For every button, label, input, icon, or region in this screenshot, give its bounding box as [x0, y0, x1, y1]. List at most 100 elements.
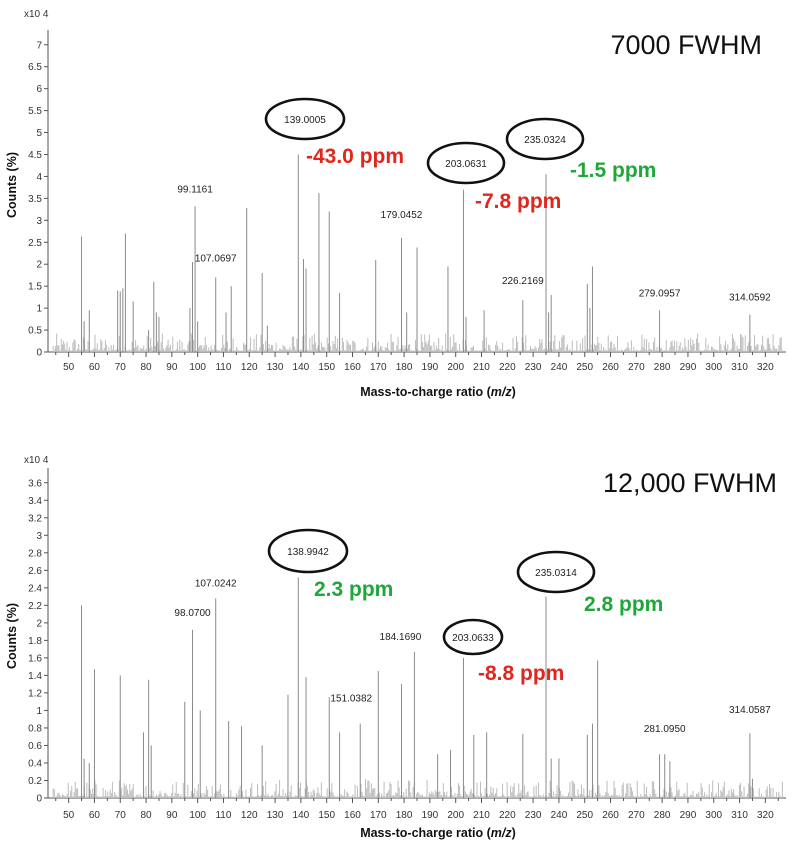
circled-peak-label: 203.0633	[452, 633, 494, 644]
y-tick-label: 1	[36, 304, 42, 315]
y-tick-label: 3.5	[28, 194, 42, 205]
ppm-error-label: -1.5 ppm	[570, 159, 656, 182]
y-tick-label: 1.4	[28, 671, 42, 682]
y-tick-label: 3	[36, 531, 42, 542]
x-tick-label: 270	[628, 810, 645, 821]
x-tick-label: 140	[293, 362, 310, 373]
circled-peak-label: 138.9942	[287, 547, 329, 558]
y-tick-label: 2.6	[28, 566, 42, 577]
y-tick-label: 0	[36, 348, 42, 359]
x-tick-label: 190	[422, 362, 439, 373]
y-tick-label: 3	[36, 216, 42, 227]
y-tick-label: 7	[36, 40, 42, 51]
x-tick-label: 70	[115, 362, 127, 373]
peak-label: 314.0592	[729, 293, 771, 304]
x-tick-label: 170	[370, 810, 387, 821]
y-tick-label: 0.4	[28, 758, 42, 769]
y-tick-label: 0.6	[28, 741, 42, 752]
y-tick-label: 0.2	[28, 776, 42, 787]
x-tick-label: 220	[499, 810, 516, 821]
peak-label: 281.0950	[644, 724, 686, 735]
y-tick-label: 2.2	[28, 601, 42, 612]
y-tick-label: 3.4	[28, 496, 42, 507]
y-tick-label: 6.5	[28, 62, 42, 73]
x-tick-label: 150	[318, 810, 335, 821]
y-tick-label: 1.6	[28, 653, 42, 664]
ppm-error-label: -7.8 ppm	[475, 190, 561, 213]
x-tick-label: 280	[654, 810, 671, 821]
x-tick-label: 280	[654, 362, 671, 373]
x-tick-label: 200	[447, 362, 464, 373]
x-tick-label: 120	[241, 362, 258, 373]
y-tick-label: 0.8	[28, 723, 42, 734]
x-tick-label: 180	[396, 362, 413, 373]
y-tick-label: 3.6	[28, 478, 42, 489]
x-tick-label: 320	[757, 362, 774, 373]
y-tick-label: 5.5	[28, 106, 42, 117]
x-tick-label: 110	[215, 810, 231, 821]
x-tick-label: 300	[705, 362, 722, 373]
x-tick-label: 210	[473, 810, 490, 821]
x-tick-label: 60	[89, 362, 101, 373]
ppm-error-label: -43.0 ppm	[306, 145, 404, 168]
y-tick-label: 2.4	[28, 583, 42, 594]
chart-title: 7000 FWHM	[610, 30, 762, 60]
x-tick-label: 60	[89, 810, 101, 821]
x-axis-title: Mass-to-charge ratio (m/z)	[360, 826, 516, 840]
peak-label: 184.1690	[380, 632, 422, 643]
peak-label: 99.1161	[177, 184, 213, 195]
peak-label: 179.0452	[381, 210, 423, 221]
circled-peak-label: 203.0631	[445, 159, 487, 170]
peak-label: 107.0242	[195, 578, 237, 589]
x-tick-label: 250	[576, 810, 593, 821]
x-tick-label: 120	[241, 810, 258, 821]
circled-peak-label: 139.0005	[284, 115, 326, 126]
x-tick-label: 70	[115, 810, 127, 821]
x-tick-label: 260	[602, 810, 619, 821]
x-tick-label: 130	[267, 362, 284, 373]
y-axis-title: Counts (%)	[5, 603, 19, 669]
x-tick-label: 100	[189, 810, 206, 821]
x-tick-label: 220	[499, 362, 516, 373]
y-tick-label: 4	[36, 172, 42, 183]
y-tick-label: 6	[36, 84, 42, 95]
ppm-error-label: 2.8 ppm	[584, 593, 663, 616]
x-tick-label: 210	[473, 362, 490, 373]
circled-peak-label: 235.0324	[524, 135, 566, 146]
x-tick-label: 90	[166, 362, 178, 373]
y-tick-label: 0	[36, 794, 42, 805]
x-tick-label: 50	[63, 362, 75, 373]
baseline-noise	[52, 779, 783, 798]
x-tick-label: 230	[525, 362, 542, 373]
y-scale-label: x10 4	[24, 9, 49, 20]
y-tick-label: 1	[36, 706, 42, 717]
highlight-circle	[505, 117, 585, 161]
peak-label: 314.0587	[729, 705, 771, 716]
peak-label: 279.0957	[639, 288, 681, 299]
highlight-circle	[267, 528, 349, 574]
x-tick-label: 240	[551, 362, 568, 373]
y-tick-label: 3.2	[28, 513, 42, 524]
x-tick-label: 160	[344, 362, 361, 373]
ppm-error-label: -8.8 ppm	[478, 662, 564, 685]
highlight-circle	[264, 97, 346, 141]
y-tick-label: 2.8	[28, 548, 42, 559]
peak-label: 98.0700	[174, 608, 211, 619]
y-tick-label: 1.2	[28, 688, 42, 699]
highlight-circle	[426, 141, 506, 185]
x-tick-label: 180	[396, 810, 413, 821]
x-tick-label: 50	[63, 810, 75, 821]
x-tick-label: 110	[215, 362, 231, 373]
x-tick-label: 160	[344, 810, 361, 821]
peak-label: 151.0382	[330, 693, 372, 704]
x-tick-label: 290	[680, 810, 697, 821]
circled-peak-label: 235.0314	[535, 568, 577, 579]
x-tick-label: 130	[267, 810, 284, 821]
y-tick-label: 2	[36, 260, 42, 271]
y-scale-label: x10 4	[24, 455, 49, 466]
x-tick-label: 320	[757, 810, 774, 821]
x-tick-label: 250	[576, 362, 593, 373]
baseline-noise	[52, 333, 783, 352]
chart-title: 12,000 FWHM	[603, 468, 777, 498]
